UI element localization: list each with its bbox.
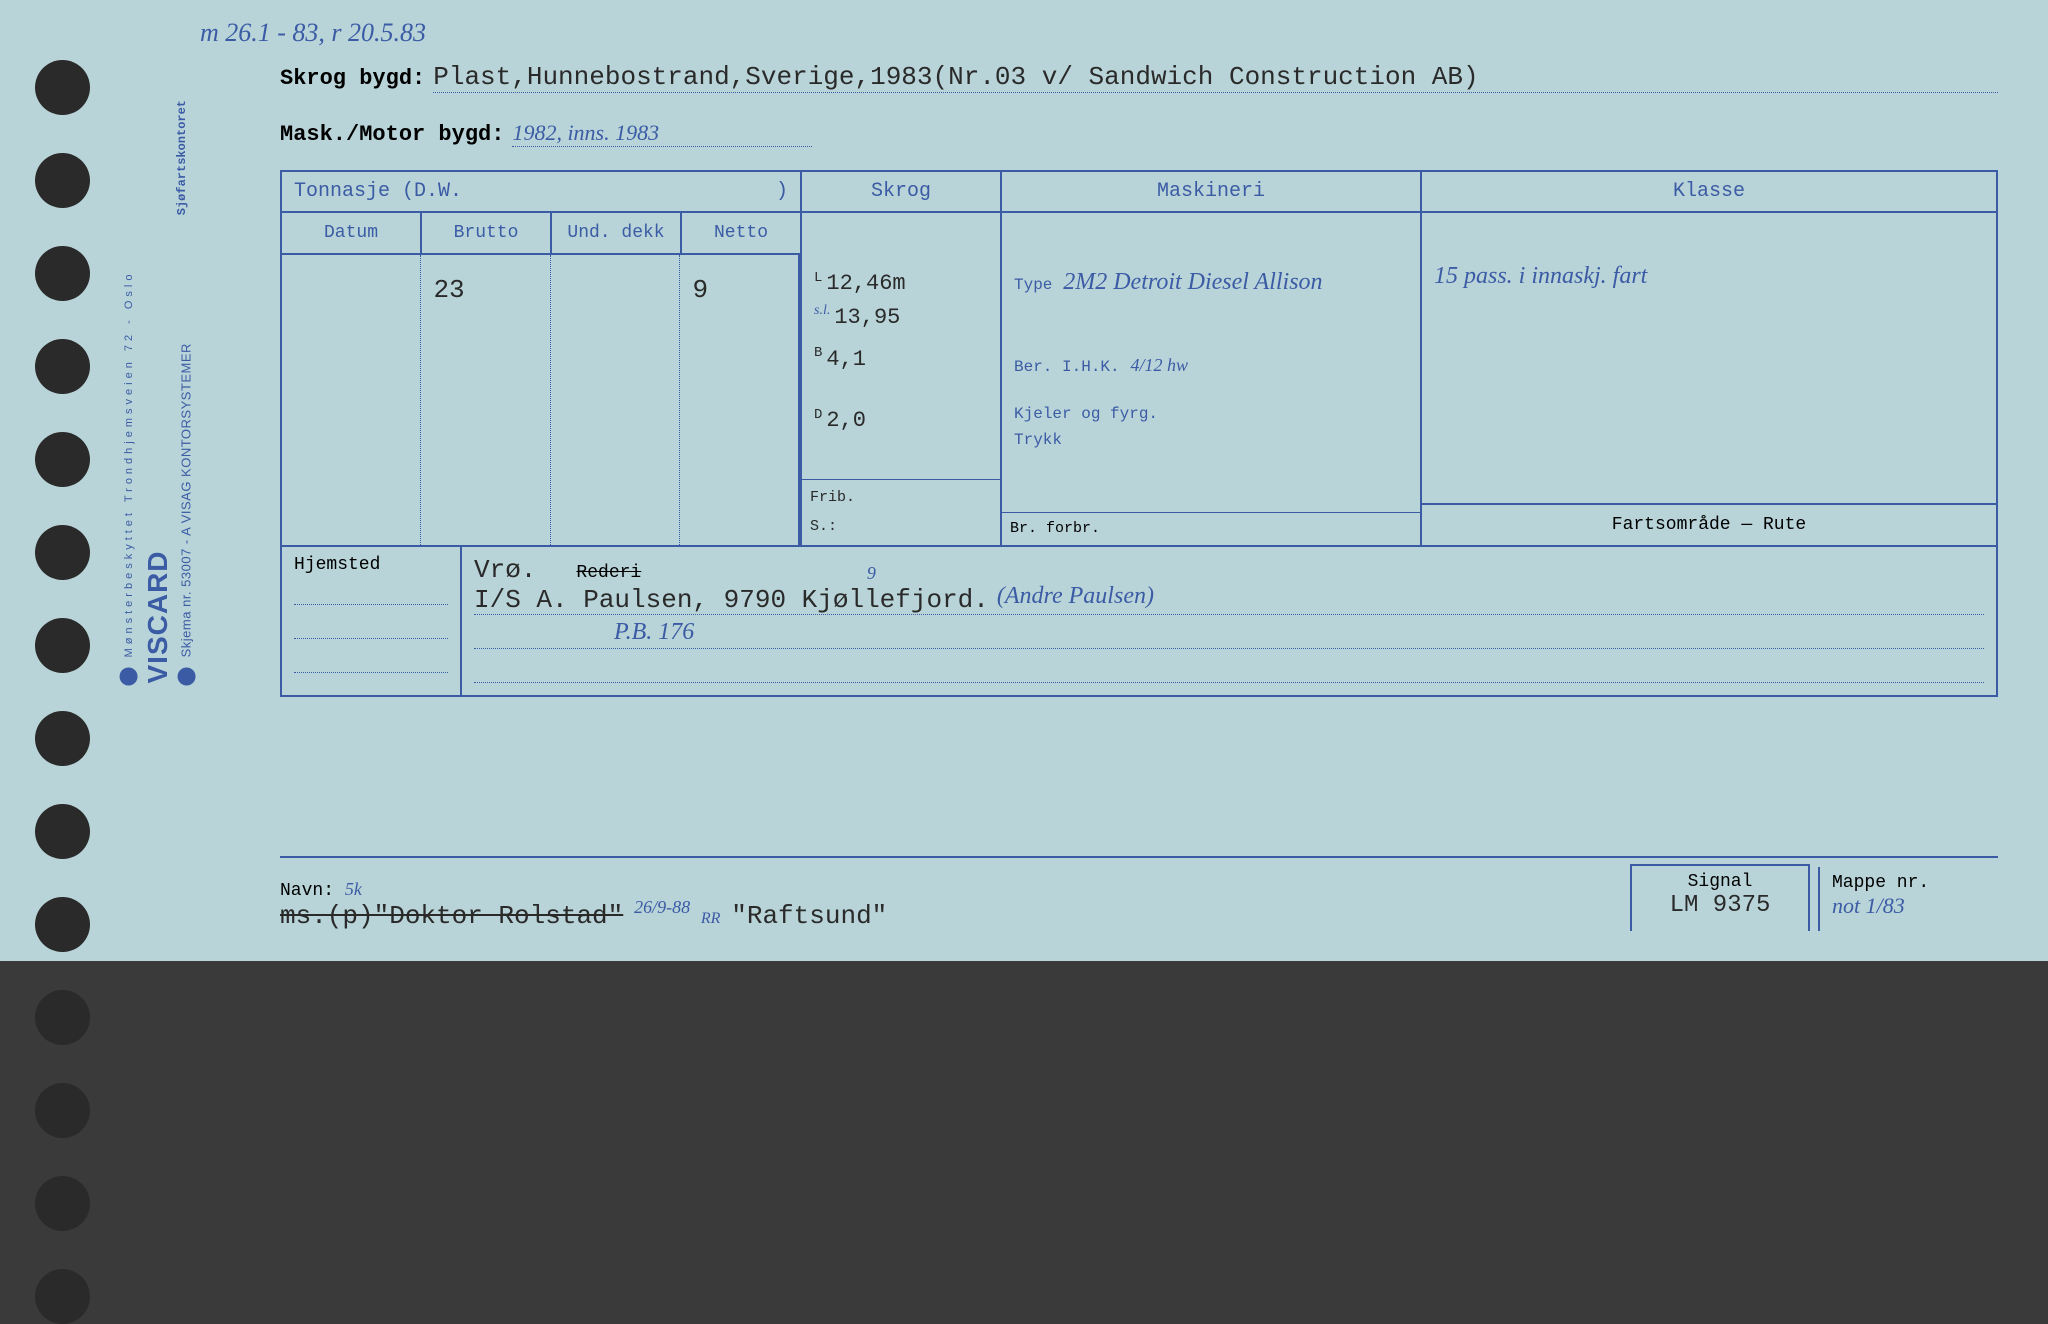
correction-9: 9 — [867, 563, 876, 584]
kjeler-label: Kjeler og fyrg. — [1014, 402, 1408, 428]
name-raftsund: "Raftsund" — [731, 901, 887, 931]
mappe-label: Mappe nr. — [1832, 873, 1986, 893]
br-forbr-label: Br. forbr. — [1002, 512, 1420, 545]
rederi-hand: (Andre Paulsen) — [997, 583, 1154, 609]
hjemsted-col: Hjemsted — [282, 547, 462, 695]
pb-value: P.B. 176 — [474, 619, 1984, 649]
skrog-sl: 13,95 — [834, 305, 900, 330]
bottom-row: Navn: 5k ms.(p)"Doktor Rolstad" 26/9-88 … — [280, 856, 1998, 931]
sidebar-line1: Skjema nr. 53007 - A VISAG KONTORSYSTEME… — [178, 343, 193, 657]
main-grid: Tonnasje (D.W. ) Skrog Maskineri Klasse … — [280, 170, 1998, 697]
val-datum — [282, 255, 421, 545]
rederi-value: I/S A. Paulsen, 9790 Kjøllefjord. — [474, 585, 989, 615]
trykk-label: Trykk — [1014, 428, 1408, 454]
top-handwritten-note: m 26.1 - 83, r 20.5.83 — [200, 18, 426, 48]
skrog-bygd-row: Skrog bygd: Plast,Hunnebostrand,Sverige,… — [280, 62, 1998, 93]
index-card: Skjema nr. 53007 - A VISAG KONTORSYSTEME… — [0, 0, 2048, 961]
motor-bygd-value: 1982, inns. 1983 — [512, 120, 812, 147]
maskineri-body: Type 2M2 Detroit Diesel Allison Ber. I.H… — [1002, 255, 1422, 545]
hjemsted-row: Hjemsted Vrø. Rederi I/S A. Paulsen, 979… — [282, 545, 1996, 695]
hdr-maskineri: Maskineri — [1002, 172, 1422, 213]
skrog-bygd-value: Plast,Hunnebostrand,Sverige,1983(Nr.03 v… — [433, 62, 1998, 93]
hdr-brutto: Brutto — [422, 213, 552, 255]
skrog-d: 2,0 — [826, 408, 866, 433]
header-row: Tonnasje (D.W. ) Skrog Maskineri Klasse — [282, 172, 1996, 213]
signal-label: Signal — [1644, 872, 1796, 892]
hdr-netto: Netto — [682, 213, 802, 255]
mappe-box: Mappe nr. not 1/83 — [1818, 867, 1998, 931]
hdr-datum: Datum — [282, 213, 422, 255]
mask-ihk: 4/12 hw — [1130, 355, 1188, 375]
brand-logo: VISCARD — [138, 278, 177, 683]
rederi-label: Rederi — [576, 563, 641, 583]
navn-label: Navn: — [280, 881, 334, 901]
signal-box: Signal LM 9375 — [1630, 864, 1810, 931]
sjofart-label: Sjøfartskontoret — [175, 100, 189, 215]
skrog-b: 4,1 — [826, 347, 866, 372]
rederi-col: Vrø. Rederi I/S A. Paulsen, 9790 Kjøllef… — [462, 547, 1996, 695]
tonnasje-body: 23 9 — [282, 255, 802, 545]
rr-note: RR — [701, 910, 721, 927]
hdr-klasse: Klasse — [1422, 172, 1996, 213]
mask-type: 2M2 Detroit Diesel Allison — [1063, 269, 1322, 295]
hdr-und-dekk: Und. dekk — [552, 213, 682, 255]
hdr-skrog: Skrog — [802, 172, 1002, 213]
fartsomrade-label: Fartsområde — Rute — [1422, 503, 1996, 545]
navn-section: Navn: 5k ms.(p)"Doktor Rolstad" 26/9-88 … — [280, 879, 1630, 931]
klasse-value: 15 pass. i innaskj. fart — [1434, 263, 1984, 290]
body-row: 23 9 L12,46m s.l.13,95 B4,1 D2,0 Frib. S… — [282, 255, 1996, 545]
sidebar-line2: Mønsterbeskyttet Trondhjemsveien 72 - Os… — [123, 270, 135, 657]
name-doktor: ms.(p)"Doktor Rolstad" — [280, 901, 623, 931]
frib-label: Frib. S.: — [802, 479, 1000, 545]
val-netto: 9 — [680, 255, 800, 545]
date-note: 26/9-88 — [634, 897, 690, 917]
hjemsted-label: Hjemsted — [294, 555, 448, 575]
val-brutto: 23 — [421, 255, 551, 545]
skrog-l: 12,46m — [826, 271, 905, 296]
sidebar-branding: Skjema nr. 53007 - A VISAG KONTORSYSTEME… — [120, 270, 196, 691]
punch-holes — [35, 60, 90, 1324]
skrog-bygd-label: Skrog bygd: — [280, 66, 425, 91]
hdr-tonnasje: Tonnasje (D.W. — [294, 180, 462, 203]
motor-bygd-row: Mask./Motor bygd: 1982, inns. 1983 — [280, 120, 812, 147]
skrog-body: L12,46m s.l.13,95 B4,1 D2,0 Frib. S.: — [802, 255, 1002, 545]
mappe-value: not 1/83 — [1832, 893, 1986, 919]
hjemsted-value: Vrø. — [474, 555, 536, 585]
motor-bygd-label: Mask./Motor bygd: — [280, 122, 504, 147]
val-und — [551, 255, 681, 545]
signal-value: LM 9375 — [1644, 892, 1796, 919]
klasse-body: 15 pass. i innaskj. fart Fartsområde — R… — [1422, 255, 1996, 545]
sk-note: 5k — [345, 879, 362, 899]
hdr-tonnasje-close: ) — [776, 180, 788, 203]
